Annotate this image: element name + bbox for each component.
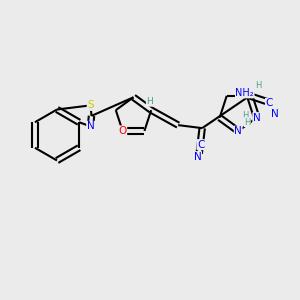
Text: H: H (255, 81, 261, 90)
Text: NH₂: NH₂ (236, 88, 254, 98)
Text: N: N (271, 109, 279, 119)
Text: C: C (197, 140, 204, 150)
Text: C: C (266, 98, 273, 108)
Text: N: N (87, 122, 94, 131)
Text: H: H (242, 111, 248, 120)
Text: S: S (87, 100, 94, 110)
Text: N: N (194, 152, 202, 162)
Text: H: H (244, 118, 250, 127)
Text: H: H (146, 97, 153, 106)
Text: O: O (118, 126, 127, 136)
Text: N: N (253, 113, 261, 123)
Text: N: N (234, 126, 242, 136)
